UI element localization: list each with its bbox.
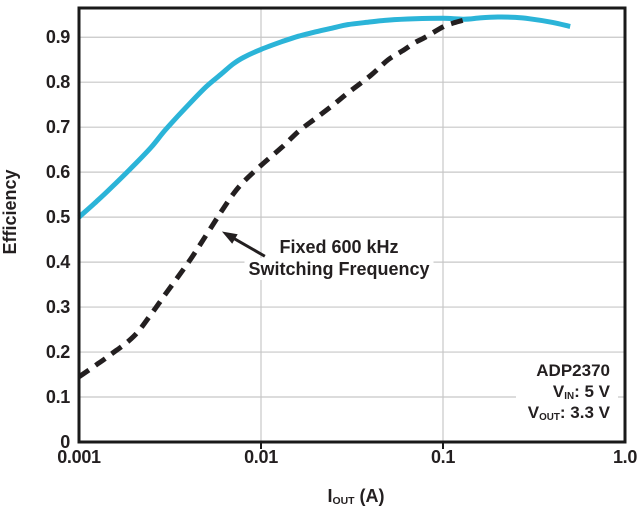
- device-info: ADP2370 VIN: 5 V VOUT: 3.3 V: [515, 357, 618, 428]
- annotation-line-1: Fixed 600 kHz: [275, 236, 403, 258]
- vout-rest: : 3.3 V: [559, 403, 610, 422]
- vout-sub: OUT: [539, 411, 560, 423]
- x-tick-label: 0.01: [244, 447, 278, 467]
- x-axis-title-sub: OUT: [332, 496, 355, 508]
- x-axis-title-rest: (A): [354, 486, 385, 506]
- annotation-arrow-line: [228, 234, 266, 258]
- device-vin: VIN: 5 V: [528, 381, 610, 402]
- curve-solid-cyan: [77, 14, 571, 219]
- device-name: ADP2370: [536, 361, 610, 380]
- vin-base: V: [552, 382, 565, 401]
- annotation-arrow-head: [221, 231, 238, 244]
- y-tick-label: 0: [60, 432, 70, 452]
- curve-annotation: Fixed 600 kHz Switching Frequency: [244, 236, 434, 280]
- x-tick-label: 0.001: [57, 447, 101, 467]
- x-tick-label: 1.0: [612, 447, 638, 467]
- y-tick-label: 0.7: [45, 117, 70, 138]
- x-axis-title: IOUT (A): [327, 486, 384, 507]
- y-tick-label: 0.5: [45, 207, 70, 228]
- x-tick-label: 0.1: [430, 447, 456, 467]
- x-axis-title-base: I: [327, 486, 333, 506]
- y-tick-label: 0.2: [45, 342, 70, 363]
- vout-base: V: [527, 403, 540, 422]
- plot-border: [77, 6, 627, 444]
- y-tick-label: 0.4: [45, 252, 70, 273]
- vin-sub: IN: [564, 390, 575, 402]
- curve-fixed-600khz-dashed: [77, 17, 465, 379]
- y-tick-label: 0.8: [45, 72, 70, 93]
- vin-rest: : 5 V: [574, 382, 610, 401]
- y-tick-label: 0.1: [45, 387, 70, 408]
- annotation-line-2: Switching Frequency: [244, 258, 434, 280]
- device-vout: VOUT: 3.3 V: [528, 402, 610, 423]
- y-tick-label: 0.9: [45, 27, 70, 48]
- y-tick-label: 0.6: [45, 162, 70, 183]
- y-tick-label: 0.3: [45, 297, 70, 318]
